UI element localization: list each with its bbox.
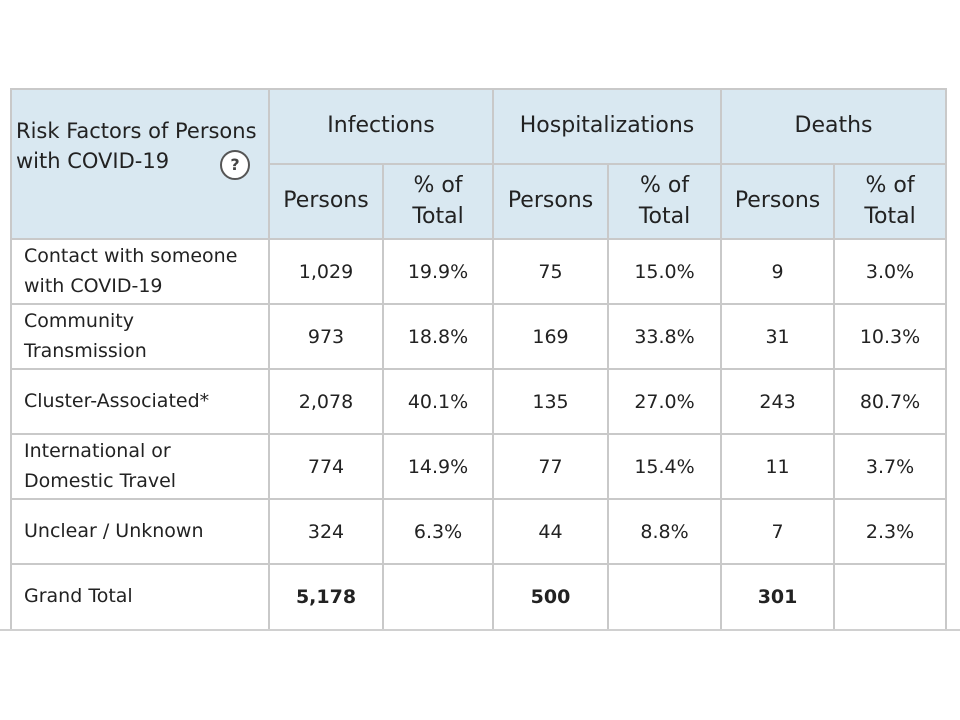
- group-header: Deaths: [720, 88, 948, 165]
- total-cell: 500: [492, 563, 610, 631]
- cell: 19.9%: [381, 238, 495, 305]
- row-label: Unclear / Unknown: [10, 498, 270, 565]
- table-body: Risk Factors of Persons with COVID-19? In…: [10, 88, 948, 631]
- cell: 75: [492, 238, 610, 305]
- cell: 774: [268, 433, 384, 500]
- cell: 80.7%: [833, 368, 948, 435]
- subheader: % of Total: [381, 163, 495, 240]
- data-row: International or Domestic Travel 774 14.9%…: [10, 433, 948, 500]
- cell: 27.0%: [607, 368, 723, 435]
- subheader: % of Total: [833, 163, 948, 240]
- header-title: Risk Factors of Persons with COVID-19?: [10, 88, 270, 240]
- cell: 7: [720, 498, 836, 565]
- total-cell: 301: [720, 563, 836, 631]
- data-row: Unclear / Unknown 324 6.3% 44 8.8% 7 2.3%: [10, 498, 948, 565]
- empty-cell: [833, 563, 948, 631]
- data-row: Contact with someone with COVID-19 1,029 1…: [10, 238, 948, 305]
- cell: 6.3%: [381, 498, 495, 565]
- subheader: Persons: [720, 163, 836, 240]
- cell: 3.7%: [833, 433, 948, 500]
- cell: 243: [720, 368, 836, 435]
- row-label: Community Transmission: [10, 303, 270, 370]
- cell: 11: [720, 433, 836, 500]
- bottom-rule: [0, 629, 960, 631]
- cell: 10.3%: [833, 303, 948, 370]
- row-label: Cluster-Associated*: [10, 368, 270, 435]
- cell: 44: [492, 498, 610, 565]
- group-header: Infections: [267, 88, 495, 165]
- data-row: Community Transmission 973 18.8% 169 33.8% 31…: [10, 303, 948, 370]
- cell: 33.8%: [607, 303, 723, 370]
- total-row: Grand Total 5,178 500 301: [10, 563, 948, 631]
- empty-cell: [607, 563, 723, 631]
- cell: 9: [720, 238, 836, 305]
- cell: 8.8%: [607, 498, 723, 565]
- cell: 324: [268, 498, 384, 565]
- subheader-row: Persons% of Total Persons% of Total Person…: [11, 163, 948, 240]
- help-icon: ?: [220, 150, 250, 180]
- title-text: Risk Factors of Persons with COVID-19: [16, 119, 257, 174]
- cell: 77: [492, 433, 610, 500]
- subheader: % of Total: [607, 163, 723, 240]
- risk-table: Risk Factors of Persons with COVID-19? In…: [10, 88, 948, 631]
- data-row: Cluster-Associated* 2,078 40.1% 135 27.0% 243…: [10, 368, 948, 435]
- cell: 973: [268, 303, 384, 370]
- cell: 40.1%: [381, 368, 495, 435]
- cell: 31: [720, 303, 836, 370]
- cell: 2,078: [268, 368, 384, 435]
- cell: 1,029: [268, 238, 384, 305]
- cell: 15.0%: [607, 238, 723, 305]
- row-label: International or Domestic Travel: [10, 433, 270, 500]
- cell: 135: [492, 368, 610, 435]
- subheader: Persons: [492, 163, 610, 240]
- total-label: Grand Total: [10, 563, 270, 631]
- row-label: Contact with someone with COVID-19: [10, 238, 270, 305]
- cell: 169: [492, 303, 610, 370]
- cell: 14.9%: [381, 433, 495, 500]
- cell: 3.0%: [833, 238, 948, 305]
- header-row: Risk Factors of Persons with COVID-19? In…: [10, 88, 948, 240]
- empty-cell: [381, 563, 495, 631]
- cell: 2.3%: [833, 498, 948, 565]
- cell: 15.4%: [607, 433, 723, 500]
- total-cell: 5,178: [268, 563, 384, 631]
- subheader: Persons: [268, 163, 384, 240]
- cell: 18.8%: [381, 303, 495, 370]
- group-header: Hospitalizations: [492, 88, 723, 165]
